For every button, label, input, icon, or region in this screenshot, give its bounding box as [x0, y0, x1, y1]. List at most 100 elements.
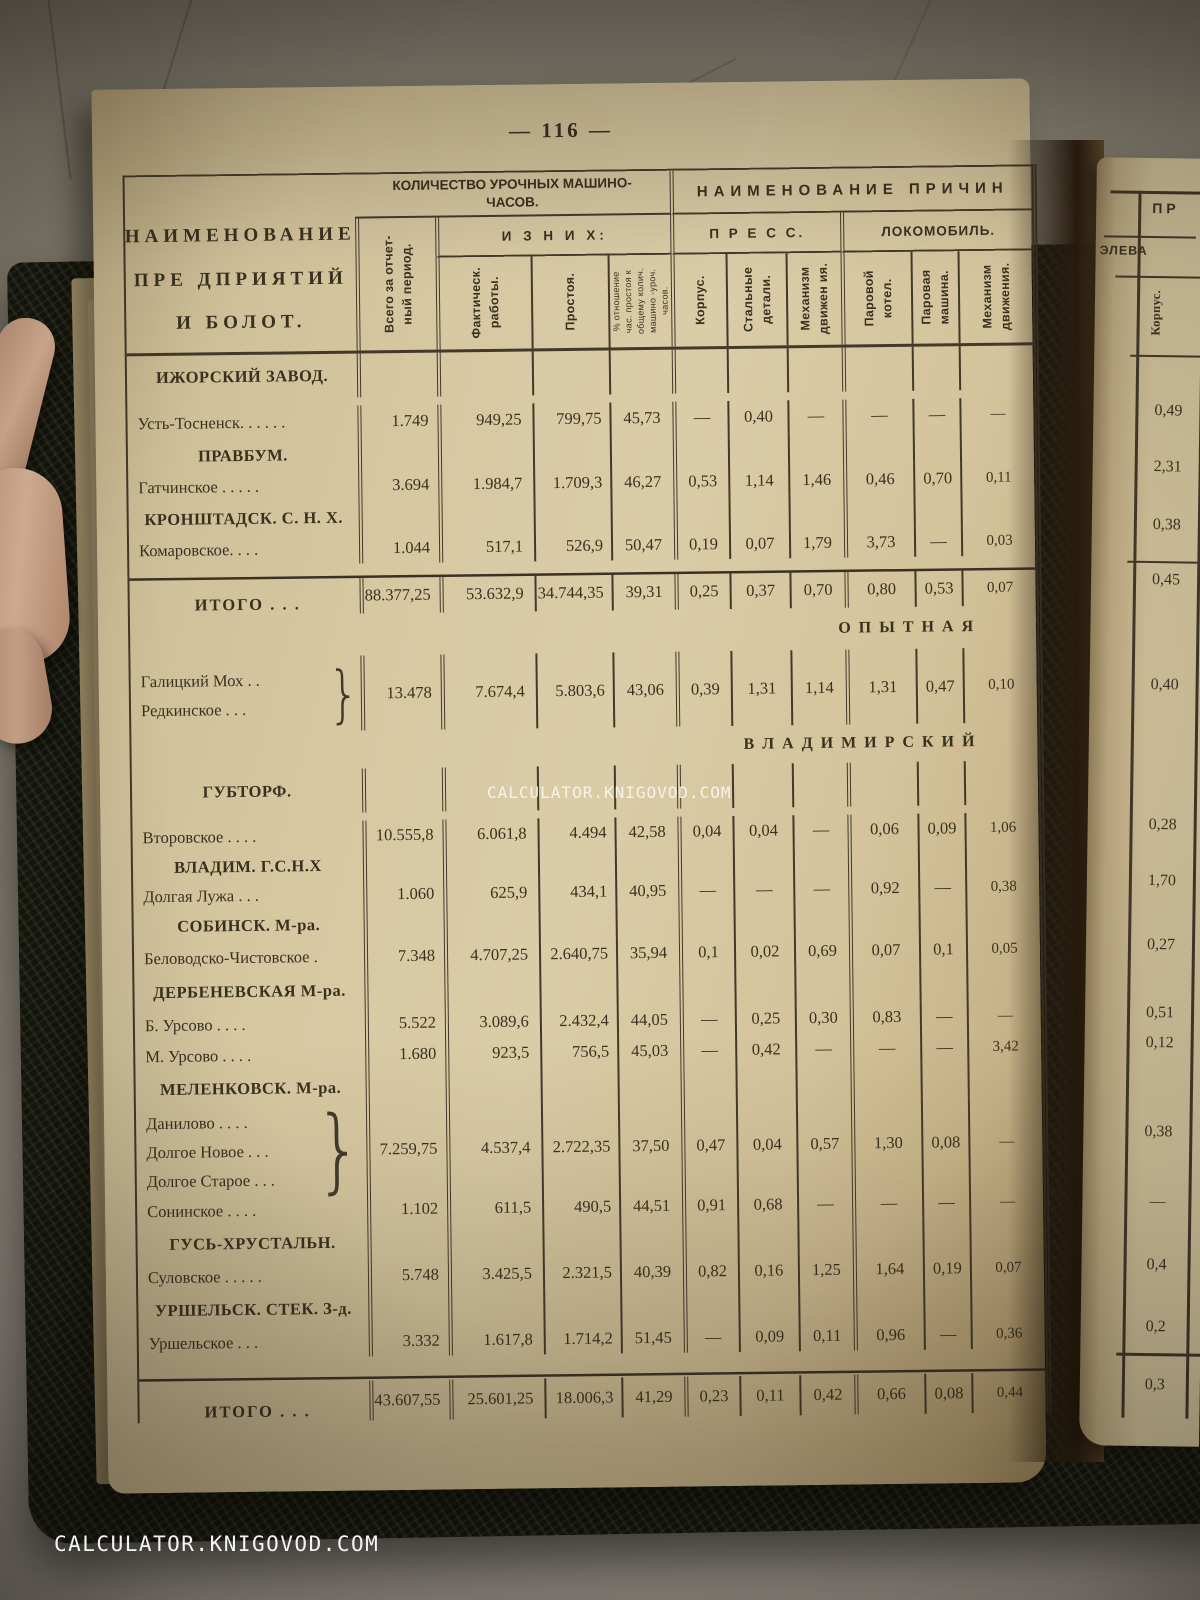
value-cell: 0,42	[799, 1374, 855, 1416]
section-label: ИЖОРСКИЙ ЗАВОД.	[155, 365, 329, 388]
value-cell: 0,09	[917, 813, 965, 844]
value-cell: 1.617,8	[448, 1324, 544, 1356]
enterprise-name: Данилово . . . .	[145, 1112, 248, 1133]
section-label: ВЛАДИМ. Г.С.Н.Х	[173, 856, 322, 877]
next-page-value: 0,40	[1150, 676, 1179, 694]
value-cell	[738, 1285, 799, 1322]
enterprise-name: Комаровское. . . .	[138, 539, 259, 561]
value-cell: 0,30	[794, 1002, 851, 1034]
enterprise-name: Суловское . . . . .	[147, 1266, 262, 1288]
value-cell: 42,58	[614, 816, 678, 848]
value-cell: 1,79	[788, 527, 845, 559]
value-cell: 923,5	[445, 1036, 541, 1070]
value-cell	[791, 762, 848, 808]
value-cell	[795, 1064, 851, 1100]
value-cell: 0,11	[798, 1320, 854, 1352]
value-cell: 46,27	[610, 466, 674, 498]
value-cell	[853, 1283, 924, 1321]
value-cell: 88.377,25	[359, 576, 440, 614]
header-name-column: НАИМЕНОВАНИЕ ПРЕ ДПРИЯТИЙ И БОЛОТ.	[124, 223, 356, 335]
zone-label: О П Ы Т Н А Я	[838, 618, 976, 637]
value-cell	[614, 846, 679, 878]
value-cell: 0,46	[843, 463, 914, 495]
value-cell	[683, 1285, 739, 1323]
value-cell: —	[842, 398, 913, 432]
value-cell	[673, 496, 729, 530]
value-cell	[735, 1065, 796, 1100]
next-page-value: 0,45	[1151, 571, 1181, 589]
header-col-percent: % отношение час. простоя к общему колич.…	[607, 254, 672, 348]
value-cell: —	[793, 874, 849, 904]
value-cell: —	[680, 1033, 736, 1067]
enterprise-name-group: Данилово . . . . Долгое Новое . . . Долгое…	[136, 1096, 367, 1204]
value-cell: 625,9	[443, 878, 539, 908]
value-cell: 1,14	[728, 465, 789, 497]
value-cell: 1,46	[788, 464, 844, 496]
value-cell: 0,04	[735, 1099, 797, 1190]
page-number: — 116 —	[508, 117, 614, 143]
value-cell: 0,92	[848, 873, 919, 903]
value-cell	[531, 350, 610, 396]
value-cell	[918, 901, 966, 934]
value-cell	[733, 903, 794, 936]
value-cell: 1,31	[845, 648, 917, 725]
value-cell	[919, 965, 967, 1002]
next-page-value: 0,2	[1145, 1318, 1166, 1336]
value-cell: 0,40	[727, 400, 788, 434]
value-cell: —	[913, 526, 962, 557]
value-cell	[913, 493, 961, 527]
value-cell	[436, 351, 533, 397]
enterprise-name: Усть-Тосненск. . . . . .	[137, 412, 286, 434]
value-cell: 44,51	[618, 1190, 683, 1222]
value-cell: 1.709,3	[533, 467, 611, 499]
value-cell	[362, 849, 444, 881]
value-cell: 44,05	[616, 1004, 681, 1036]
value-cell: 7.259,75	[365, 1103, 447, 1195]
value-cell	[610, 496, 674, 531]
section-label: ДЕРБЕНЕВСКАЯ М-ра.	[153, 980, 346, 1003]
value-cell: 53.632,9	[439, 575, 535, 613]
value-cell: —	[733, 875, 794, 904]
next-page-value: 0,27	[1146, 936, 1176, 954]
watermark-center: CALCULATOR.KNIGOVOD.COM	[487, 783, 732, 802]
header-group-reasons: НАИМЕНОВАНИЕ ПРИЧИН	[669, 166, 1033, 215]
value-cell: 25.601,25	[449, 1378, 545, 1420]
value-cell: 6.061,8	[442, 818, 538, 850]
value-cell: 434,1	[538, 877, 616, 907]
value-cell: 7.348	[363, 939, 445, 973]
value-cell	[848, 901, 919, 935]
value-cell	[533, 497, 611, 532]
value-cell: 0,25	[674, 573, 730, 610]
value-cell	[682, 1219, 738, 1257]
value-cell: 41,29	[621, 1376, 685, 1418]
header-col-fact: Фактическ. работы.	[435, 256, 532, 350]
value-cell: 39,31	[611, 573, 675, 611]
value-cell: —	[683, 1321, 739, 1353]
value-cell: 1,25	[797, 1254, 854, 1286]
value-cell: 37,50	[617, 1100, 682, 1192]
value-cell	[448, 1288, 544, 1326]
header-col-boiler: Паровой котел.	[840, 251, 912, 345]
value-cell	[532, 434, 611, 469]
value-cell: 799,75	[532, 402, 610, 436]
enterprise-name: М. Урсово . . . .	[145, 1045, 252, 1067]
value-cell	[357, 436, 439, 471]
value-cell: 5.522	[364, 1007, 446, 1039]
data-row: Данилово . . . . Долгое Новое . . . Долгое…	[136, 1096, 1044, 1204]
next-page-value: 1,70	[1147, 872, 1177, 890]
value-cell: 50,47	[610, 529, 675, 561]
value-cell	[365, 1069, 446, 1105]
value-cell: —	[850, 1031, 921, 1065]
value-cell	[367, 1223, 448, 1261]
value-cell	[671, 349, 728, 394]
value-cell	[615, 904, 679, 938]
next-page-value: 0,38	[1152, 516, 1181, 534]
value-cell: 3.332	[368, 1325, 449, 1357]
value-cell: 1,14	[790, 649, 847, 726]
value-cell: 0,69	[793, 934, 850, 968]
brace-glyph: }	[315, 1096, 364, 1204]
value-cell	[726, 348, 788, 394]
value-cell: 2.640,75	[538, 937, 617, 971]
value-cell: 3.089,6	[444, 1006, 541, 1038]
